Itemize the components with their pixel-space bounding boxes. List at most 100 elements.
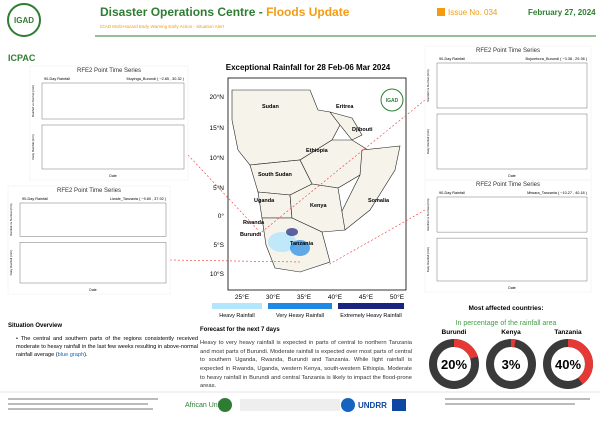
country-label: Sudan [262,104,279,110]
country-shape [257,191,293,219]
subtitle: IGAD Multi-Hazard Early Warning Early Ac… [100,24,225,29]
map-title: Exceptional Rainfall for 28 Feb-06 Mar 2… [226,63,391,72]
legend-swatch [268,303,332,309]
country-label: Tanzania [290,241,314,247]
affected: Most affected countries: In percentage o… [420,305,592,327]
date: February 27, 2024 [528,8,596,17]
upper-plot [41,82,185,120]
logo [7,3,41,37]
lower-plot [436,113,588,170]
lat-label: 15°N [209,124,224,132]
partner: African Union [185,402,227,409]
title-main: Disaster Operations Centre - [100,5,266,19]
footer-fineprint [8,408,153,410]
lon-label: 40°E [328,293,343,301]
legend-label: Heavy Rainfall [219,313,254,319]
country-name: Kenya [501,329,521,336]
panel-heading: RFE2 Point Time Series [77,68,141,74]
panel-heading: RFE2 Point Time Series [476,48,540,54]
affected-heading: Most affected countries: [468,305,544,312]
connector [169,259,301,263]
series-legend: 90-Day Rainfall [22,197,48,201]
country-name: Tanzania [554,329,582,336]
rain-area [290,240,310,256]
footer-fineprint [445,398,590,400]
partner: UNDRR [358,401,387,410]
issue: Issue No. 034 [448,8,498,17]
y-label: Rainfall vs Normal (mm) [31,85,35,117]
y-label: Daily Rainfall (mm) [9,250,13,275]
country-shape [339,145,401,231]
country-label: Djibouti [352,127,373,133]
footer-fineprint [8,398,158,400]
series-legend: 90-Day Rainfall [439,191,465,195]
situation: Situation Overview • The central and sou… [8,322,198,359]
lat-label: 10°N [209,154,224,162]
upper-plot [436,196,588,233]
forecast-text: Heavy to very heavy rainfall is expected… [200,340,412,390]
forecast: Forecast for the next 7 days Heavy to ve… [200,326,412,391]
situation-link[interactable]: blue graph [57,351,85,358]
panel [424,45,592,181]
panel [29,65,189,181]
legend-swatch [212,303,262,309]
y-label: Daily Rainfall (mm) [426,129,430,154]
donut-label: 40% [555,357,581,372]
lower-plot [19,242,167,284]
situation-text-end: ). [84,351,88,358]
donut-value [429,339,479,389]
map-logo-text: IGAD [386,98,399,104]
lon-label: 35°E [297,293,312,301]
series-legend: 90-Day Rainfall [44,77,70,81]
country-label: Kenya [310,203,327,209]
y-label: Rainfall vs Normal (mm) [9,204,13,236]
x-label: Date [89,288,96,292]
panel-heading: RFE2 Point Time Series [57,188,121,194]
y-label: Daily Rainfall (mm) [426,247,430,272]
donut-label: 3% [502,357,521,372]
legend-label: Extremely Heavy Rainfall [340,313,401,319]
partner-logo [341,398,355,412]
rain-area [268,232,296,252]
country-label: Ethiopia [306,148,329,154]
situation-heading: Situation Overview [8,323,63,329]
footer-fineprint [8,403,148,405]
country-name: Burundi [442,329,467,336]
org: ICPAC [8,53,36,63]
connector [327,209,426,266]
forecast-heading: Forecast for the next 7 days [200,327,280,333]
country-label: Somalia [368,198,390,204]
country-shape [329,111,363,141]
station: Liwale_Tanzania ( −9.80 , 37.92 ) [110,197,167,201]
affected-subheading: In percentage of the rainfall area [455,320,557,327]
legend-label: Very Heavy Rainfall [276,313,324,319]
lon-label: 30°E [266,293,281,301]
partner-logos [240,399,340,411]
station: Mtwara_Tanzania ( −10.27 , 40.18 ) [527,191,588,195]
country-label: Uganda [254,198,275,204]
footer-fineprint [445,403,575,405]
country-label: Eritrea [336,104,354,110]
x-label: Date [109,174,116,178]
lower-plot [436,237,588,282]
partner-logo [392,399,406,411]
situation-text: The central and southern parts of the re… [16,335,198,358]
donut-label: 20% [441,357,467,372]
partner-logo [218,398,232,412]
lon-label: 45°E [359,293,374,301]
country-label: South Sudan [258,172,293,178]
lat-label: 0° [218,212,225,220]
x-label: Date [508,286,515,290]
country-label: Burundi [240,232,262,238]
logo-text: IGAD [14,16,34,25]
title-highlight: Floods Update [266,5,350,19]
panel [424,179,592,293]
panel-heading: RFE2 Point Time Series [476,182,540,188]
station: Muyinga_Burundi ( −2.85 , 30.32 ) [126,77,184,81]
lat-label: 10°S [210,270,225,278]
upper-plot [436,62,588,109]
y-label: Rainfall vs Normal (mm) [426,69,430,101]
x-label: Date [508,174,515,178]
legend-swatch [338,303,404,309]
